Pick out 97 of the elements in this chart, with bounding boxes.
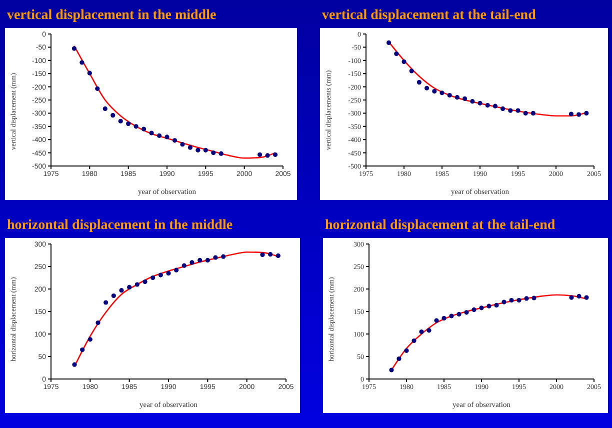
point	[110, 113, 116, 118]
chart-title: vertical displacement at the tail-end	[321, 7, 537, 25]
point	[72, 46, 76, 51]
point	[508, 108, 513, 113]
point	[203, 148, 208, 152]
point	[440, 90, 444, 96]
point	[478, 100, 482, 106]
point	[509, 298, 514, 303]
point	[419, 329, 424, 334]
point	[404, 348, 409, 353]
point	[442, 316, 446, 321]
point	[569, 295, 574, 300]
point	[402, 59, 406, 64]
point	[389, 368, 394, 372]
point	[516, 108, 520, 113]
point	[532, 296, 536, 300]
point	[456, 312, 462, 316]
point	[80, 347, 85, 352]
point	[196, 148, 200, 152]
point	[218, 151, 224, 156]
point	[434, 318, 439, 323]
chart-title: vertical displacement in the middle	[6, 7, 218, 25]
point	[494, 302, 499, 308]
point	[479, 306, 484, 310]
point	[523, 110, 528, 116]
point	[432, 88, 437, 94]
point	[142, 280, 148, 284]
point	[492, 104, 498, 108]
point	[409, 68, 414, 74]
point	[102, 106, 108, 112]
point	[72, 362, 77, 367]
point	[447, 92, 452, 98]
point	[530, 110, 536, 116]
point	[180, 142, 185, 147]
point	[396, 356, 402, 362]
point	[426, 328, 432, 333]
point	[119, 288, 124, 293]
point	[134, 282, 140, 287]
point	[276, 253, 280, 258]
point	[118, 118, 123, 124]
point	[150, 275, 156, 280]
point	[568, 112, 574, 116]
point	[126, 121, 131, 126]
point	[221, 254, 226, 259]
point	[95, 86, 100, 91]
point	[412, 338, 416, 344]
point	[149, 130, 154, 136]
point	[134, 124, 138, 129]
point	[164, 134, 170, 140]
point	[111, 293, 116, 298]
point	[182, 263, 186, 268]
point	[190, 260, 194, 265]
point	[265, 153, 270, 158]
point	[502, 300, 506, 304]
line-series	[390, 294, 588, 371]
point	[260, 252, 265, 258]
point	[198, 258, 202, 262]
chart-title: horizontal displacement at the tail-end	[324, 217, 556, 235]
point	[424, 86, 430, 90]
point	[88, 337, 92, 342]
point	[174, 268, 179, 272]
point	[516, 298, 522, 303]
point	[158, 272, 163, 278]
point	[188, 145, 192, 150]
point	[486, 304, 492, 308]
point	[454, 95, 460, 100]
point	[584, 110, 589, 116]
point	[576, 294, 582, 298]
point	[127, 284, 132, 290]
point	[416, 80, 422, 85]
point	[449, 314, 454, 318]
point	[500, 106, 506, 112]
point	[156, 133, 162, 138]
point	[470, 99, 475, 104]
point	[268, 252, 273, 257]
point	[96, 320, 100, 326]
point	[272, 152, 278, 157]
point	[104, 300, 108, 305]
point	[205, 258, 210, 262]
point	[584, 295, 589, 300]
chart-title: horizontal displacement in the middle	[6, 217, 234, 235]
point	[386, 40, 392, 46]
point	[87, 70, 92, 76]
point	[485, 102, 490, 108]
point	[394, 52, 399, 56]
point	[462, 96, 468, 101]
point	[576, 112, 582, 117]
point	[142, 126, 146, 132]
point	[464, 310, 469, 315]
point	[472, 307, 476, 312]
point	[524, 296, 529, 301]
point	[166, 270, 171, 276]
point	[80, 60, 84, 65]
point	[258, 152, 262, 157]
point	[213, 255, 218, 260]
point	[172, 138, 178, 143]
point	[211, 150, 216, 156]
